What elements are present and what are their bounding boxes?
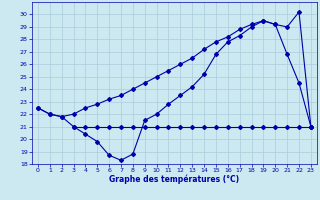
X-axis label: Graphe des températures (°C): Graphe des températures (°C): [109, 175, 239, 184]
